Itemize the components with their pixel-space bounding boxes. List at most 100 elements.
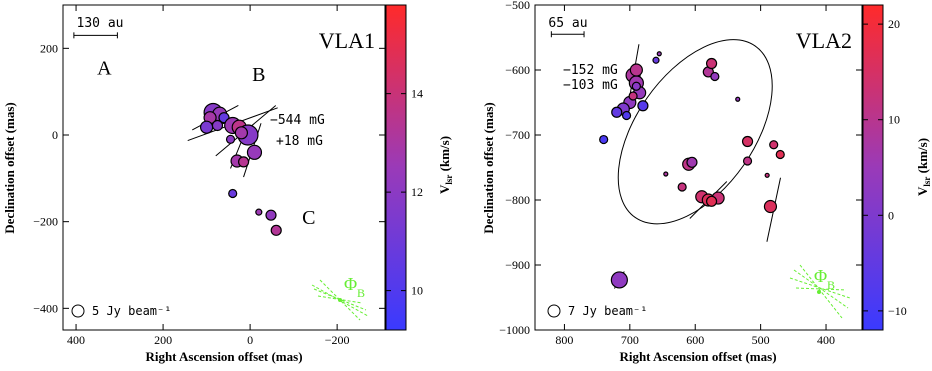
x-tick-label: 700 xyxy=(621,333,639,347)
region-label-a: A xyxy=(97,57,112,79)
maser-spot xyxy=(742,156,753,166)
maser-spot xyxy=(629,63,643,77)
field-label-2: +18 mG xyxy=(276,134,323,149)
colorbar-tick-label: 0 xyxy=(888,208,894,222)
panel-vla2-frame xyxy=(534,4,863,331)
panel-vla2-xlabel: Right Ascension offset (mas) xyxy=(619,349,776,364)
phi-b-center xyxy=(817,290,821,294)
maser-spot xyxy=(705,57,718,70)
phi-b-subscript: B xyxy=(357,286,365,300)
colorbar-label-unit: (km/s) xyxy=(915,138,930,173)
phi-b-fan xyxy=(789,264,851,319)
colorbar-label-unit: (km/s) xyxy=(437,136,452,171)
maser-spot xyxy=(225,134,236,144)
y-tick-label: −1000 xyxy=(499,323,530,337)
scalebar-label: 65 au xyxy=(548,16,587,31)
maser-spot xyxy=(705,195,718,207)
svg-text:Vlsr (km/s): Vlsr (km/s) xyxy=(437,136,454,194)
colorbar-tick-label: 10 xyxy=(888,113,900,127)
maser-spot xyxy=(234,126,249,140)
colorbar-tick-label: −10 xyxy=(888,304,907,318)
panel-vla1-phi-b: Φ B xyxy=(311,274,369,321)
panel-vla1-ylabel: Declination offset (mas) xyxy=(2,102,17,233)
maser-spot xyxy=(710,71,720,82)
x-tick-label: 400 xyxy=(817,333,835,347)
svg-text:Vlsr (km/s): Vlsr (km/s) xyxy=(915,138,932,196)
panel-vla1-beam: 5 Jy beam⁻¹ xyxy=(71,304,171,318)
maser-spot xyxy=(237,156,250,168)
maser-spot xyxy=(656,51,662,57)
y-tick-label: −600 xyxy=(505,63,530,77)
y-tick-label: −200 xyxy=(33,215,58,229)
maser-spot xyxy=(663,171,669,177)
maser-spot xyxy=(775,149,785,160)
maser-spot xyxy=(265,209,277,221)
x-tick-label: 800 xyxy=(555,333,573,347)
field-label-1: −152 mG xyxy=(563,63,618,78)
y-tick-label: −500 xyxy=(505,0,530,12)
y-tick-label: −800 xyxy=(505,193,530,207)
panel-vla1-colorbar: 10 12 14 Vlsr (km/s) xyxy=(385,4,454,331)
field-label-1: −544 mG xyxy=(270,113,325,128)
maser-spot xyxy=(769,140,779,150)
panel-vla2-points xyxy=(599,51,785,289)
x-tick-label: 500 xyxy=(752,333,770,347)
beam-label: 5 Jy beam⁻¹ xyxy=(92,304,171,318)
maser-spot xyxy=(255,208,263,216)
region-label-b: B xyxy=(252,64,265,86)
x-tick-label: 200 xyxy=(154,333,172,347)
maser-spot xyxy=(686,156,698,168)
maser-spot xyxy=(631,81,641,91)
colorbar-label: Vlsr (km/s) xyxy=(437,136,454,194)
maser-spot xyxy=(211,119,224,132)
colorbar-tick-label: 20 xyxy=(888,17,900,31)
panel-vla2-ylabel: Declination offset (mas) xyxy=(481,102,496,233)
panel-vla1-frame xyxy=(62,4,386,331)
maser-spot xyxy=(270,224,282,236)
colorbar-label-v: V xyxy=(437,184,452,194)
maser-spot xyxy=(599,134,609,145)
maser-spot xyxy=(621,110,632,121)
x-tick-label: 600 xyxy=(686,333,704,347)
colorbar-fill xyxy=(862,4,884,331)
colorbar-ticks: 10 12 14 xyxy=(386,87,423,298)
phi-b-subscript: B xyxy=(827,278,835,292)
panel-vla2-ticks: 800 700 600 500 400 −500 −600 −700 −800 −900 −1000 xyxy=(499,0,862,347)
colorbar-tick-label: 10 xyxy=(411,284,423,298)
maser-spot xyxy=(763,199,778,214)
panel-vla2-beam: 7 Jy beam⁻¹ xyxy=(547,304,647,318)
y-tick-label: −900 xyxy=(505,258,530,272)
colorbar-label-sub: lsr xyxy=(922,177,932,187)
panel-vla2: 800 700 600 500 400 −500 −600 −700 −800 −900 −1000… xyxy=(481,0,932,364)
field-label-2: −103 mG xyxy=(563,78,618,93)
beam-circle xyxy=(547,304,561,318)
beam-label: 7 Jy beam⁻¹ xyxy=(568,304,647,318)
panel-vla2-ellipse xyxy=(617,39,773,225)
maser-spot xyxy=(637,100,649,112)
x-tick-label: 400 xyxy=(67,333,85,347)
phi-b-label: Φ xyxy=(814,266,827,286)
maser-spot xyxy=(764,172,770,178)
y-tick-label: 200 xyxy=(40,41,58,55)
colorbar-ticks: −10 0 10 20 xyxy=(863,17,907,318)
maser-spot xyxy=(735,96,741,102)
y-tick-label: −700 xyxy=(505,128,530,142)
y-tick-label: 0 xyxy=(52,128,58,142)
maser-spot xyxy=(199,120,214,134)
maser-spot xyxy=(628,91,638,101)
maser-spot xyxy=(652,56,660,64)
panel-vla2-scalebar: 65 au xyxy=(548,16,588,38)
x-tick-label: −200 xyxy=(325,333,350,347)
y-tick-label: −400 xyxy=(33,301,58,315)
maser-spot xyxy=(611,106,623,118)
panel-vla1-scalebar: 130 au xyxy=(73,16,123,39)
maser-spot xyxy=(677,182,687,192)
panel-vla1-xlabel: Right Ascension offset (mas) xyxy=(145,349,302,364)
colorbar-tick-label: 12 xyxy=(411,185,423,199)
colorbar-label: Vlsr (km/s) xyxy=(915,138,932,196)
colorbar-label-v: V xyxy=(915,186,930,196)
phi-b-center xyxy=(338,298,342,302)
beam-circle xyxy=(71,304,85,318)
